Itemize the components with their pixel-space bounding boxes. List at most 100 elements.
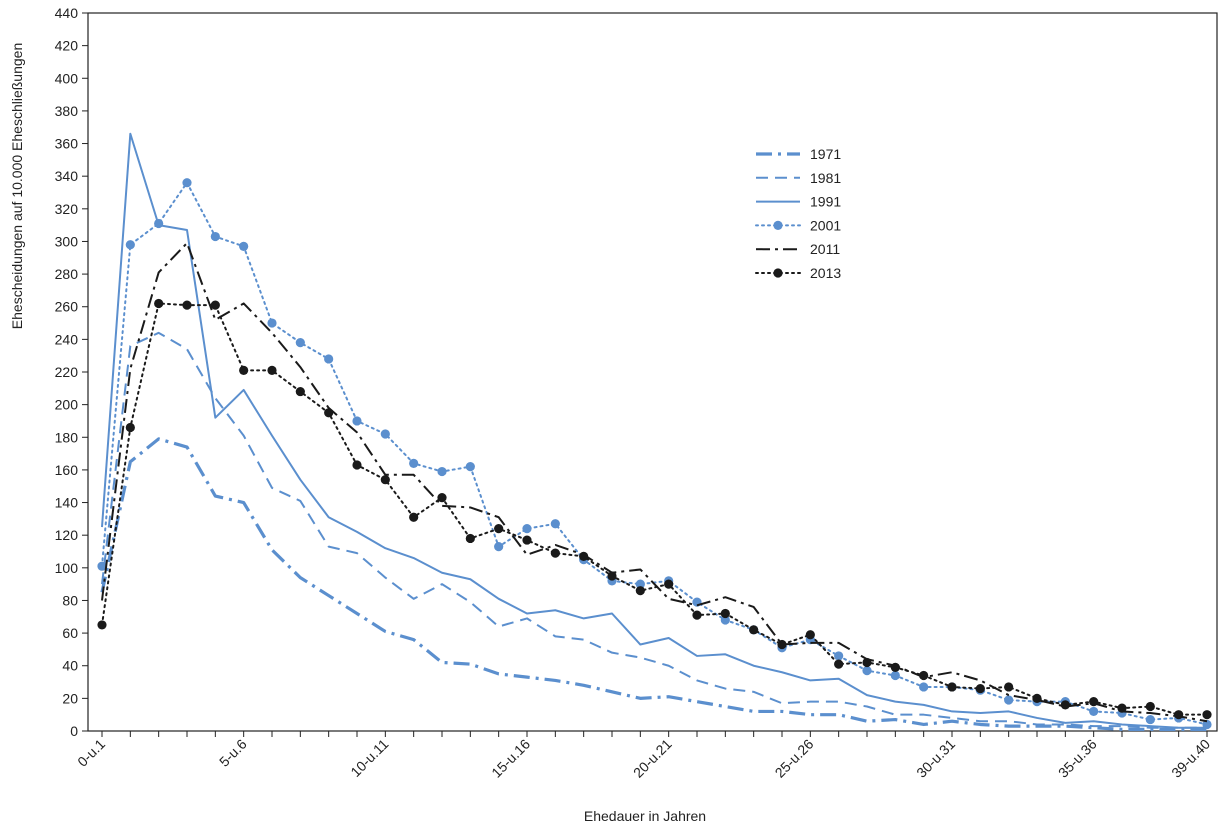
y-tick-label: 440 <box>55 5 79 21</box>
data-point <box>1004 682 1014 692</box>
y-axis-label: Ehescheidungen auf 10.000 Eheschließunge… <box>9 43 25 329</box>
data-point <box>494 524 504 534</box>
data-point <box>550 548 560 558</box>
data-point <box>97 620 107 630</box>
data-point <box>1032 693 1042 703</box>
data-point <box>210 300 220 310</box>
data-point <box>125 422 135 433</box>
data-point <box>1089 697 1099 707</box>
series-1991 <box>101 132 1207 729</box>
data-point <box>154 298 164 309</box>
data-point <box>635 579 645 589</box>
data-point <box>720 608 730 619</box>
y-tick-label: 280 <box>55 266 79 282</box>
x-tick-label: 25-u.26 <box>772 736 817 781</box>
y-tick-label: 160 <box>55 462 79 478</box>
data-point <box>267 365 277 375</box>
legend-label-2001: 2001 <box>810 217 841 233</box>
data-point <box>409 458 419 468</box>
y-tick-label: 420 <box>55 38 79 54</box>
x-tick-label: 0-u.1 <box>74 736 108 770</box>
x-axis-label: Ehedauer in Jahren <box>584 808 706 824</box>
x-tick-label: 30-u.31 <box>913 736 958 781</box>
data-point <box>1004 695 1014 705</box>
data-point <box>494 542 504 552</box>
data-point <box>437 493 447 503</box>
y-tick-label: 260 <box>55 299 79 315</box>
data-point <box>720 615 730 625</box>
legend-label-2013: 2013 <box>810 265 841 281</box>
legend-label-1971: 1971 <box>810 146 841 162</box>
y-tick-label: 140 <box>55 495 79 511</box>
data-point <box>182 178 192 188</box>
y-tick-label: 100 <box>55 560 79 576</box>
data-point <box>324 354 334 364</box>
y-tick-label: 220 <box>55 364 79 380</box>
y-tick-label: 380 <box>55 103 79 119</box>
data-point <box>635 586 645 596</box>
data-point <box>777 639 787 650</box>
data-point <box>267 318 277 328</box>
plot-frame <box>87 12 1218 732</box>
legend-marker-2013 <box>773 268 783 278</box>
data-point <box>1202 719 1212 730</box>
y-tick-label: 0 <box>70 723 78 739</box>
data-point <box>550 519 560 529</box>
data-point <box>465 533 475 544</box>
data-point <box>1145 714 1155 725</box>
legend-box <box>748 138 860 286</box>
data-point <box>465 462 475 472</box>
x-tick-label: 10-u.11 <box>347 736 391 780</box>
y-tick-label: 400 <box>55 70 79 86</box>
data-point <box>862 657 872 668</box>
data-point <box>1089 706 1099 717</box>
series-2011 <box>101 242 1208 723</box>
data-point <box>409 512 419 522</box>
data-point <box>749 625 759 635</box>
data-point <box>890 670 900 681</box>
y-tick-label: 80 <box>62 592 78 608</box>
data-point <box>324 408 334 418</box>
x-tick-label: 20-u.21 <box>630 736 675 781</box>
y-tick-label: 240 <box>55 331 79 347</box>
series-line-1981 <box>101 331 1207 729</box>
data-point <box>239 365 249 375</box>
x-tick-label: 15-u.16 <box>488 736 533 781</box>
legend-marker-2001 <box>773 220 783 230</box>
axes: 0 20 40 60 80 100 120 140 160 180 200 220 240 260 280 3… <box>55 5 1218 781</box>
y-tick-label: 320 <box>55 201 79 217</box>
data-point <box>380 475 390 485</box>
y-tick-label: 180 <box>55 429 79 445</box>
data-point <box>834 659 844 669</box>
data-point <box>210 231 220 242</box>
legend-label-1991: 1991 <box>810 194 841 210</box>
data-point <box>919 670 929 681</box>
data-point <box>692 610 702 620</box>
data-point <box>295 338 305 348</box>
legend-label-2011: 2011 <box>810 241 840 257</box>
data-point <box>947 682 957 692</box>
data-point <box>919 682 929 692</box>
series-line-1991 <box>101 132 1207 729</box>
data-point <box>975 683 985 694</box>
data-point <box>1060 700 1070 710</box>
y-tick-label: 300 <box>55 233 79 249</box>
data-point <box>522 535 532 545</box>
series-line-2001 <box>101 181 1208 726</box>
y-tick-label: 60 <box>62 625 78 641</box>
data-point <box>1145 701 1155 712</box>
legend: 1971 1981 1991 2001 2011 2013 <box>748 138 860 286</box>
data-point <box>352 460 362 470</box>
data-point <box>522 524 532 534</box>
data-point <box>1202 710 1212 720</box>
data-point <box>805 630 815 640</box>
data-point <box>239 241 249 251</box>
data-point <box>437 466 447 477</box>
x-tick-label: 5-u.6 <box>216 736 250 770</box>
series-2001 <box>97 178 1212 730</box>
data-point <box>1174 710 1184 720</box>
data-point <box>834 651 844 661</box>
legend-label-1981: 1981 <box>810 170 841 186</box>
